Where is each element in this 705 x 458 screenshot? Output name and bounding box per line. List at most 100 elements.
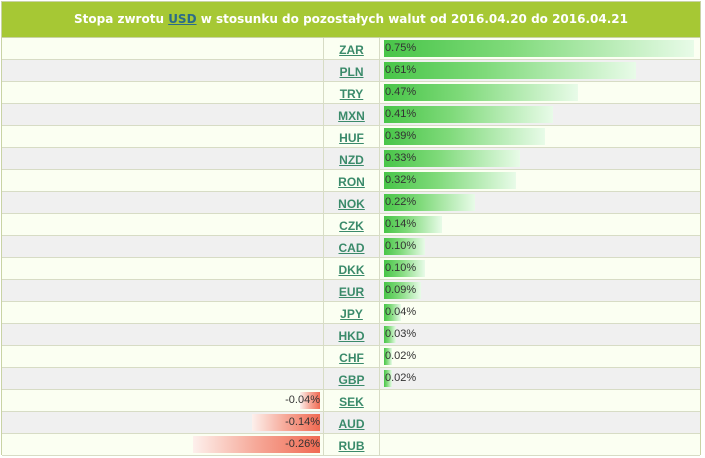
negative-return-cell [2,368,324,389]
currency-cell: GBP [324,368,380,389]
negative-return-bar [300,392,320,409]
currency-link[interactable]: PLN [339,65,364,79]
table-row: -0.26% RUB [2,434,700,456]
currency-link[interactable]: TRY [339,87,364,101]
positive-return-bar [384,216,442,233]
positive-return-bar [384,326,396,343]
currency-link[interactable]: DKK [338,263,365,277]
negative-return-cell [2,104,324,125]
positive-return-cell: 0.33% [380,148,700,169]
positive-return-cell: 0.75% [380,38,700,59]
return-value: 0.61% [385,64,417,76]
table-row: NOK 0.22% [2,192,700,214]
positive-return-cell [380,412,700,433]
currency-link[interactable]: JPY [340,307,363,321]
positive-return-cell: 0.04% [380,302,700,323]
table-row: DKK 0.10% [2,258,700,280]
return-value: 0.10% [385,240,417,252]
table-row: GBP 0.02% [2,368,700,390]
negative-return-cell [2,38,324,59]
currency-link[interactable]: HKD [338,329,365,343]
return-value: 0.14% [385,218,417,230]
positive-return-cell: 0.09% [380,280,700,301]
currency-cell: CAD [324,236,380,257]
table-row: TRY 0.47% [2,82,700,104]
positive-return-bar [384,260,425,277]
currency-link[interactable]: HUF [339,131,364,145]
negative-return-cell [2,126,324,147]
currency-link[interactable]: EUR [338,285,365,299]
currency-link[interactable]: RUB [338,439,365,453]
positive-return-bar [384,194,475,211]
currency-cell: PLN [324,60,380,81]
return-value: 0.32% [385,174,417,186]
return-value: 0.02% [385,350,417,362]
positive-return-cell: 0.39% [380,126,700,147]
return-value: 0.04% [385,306,417,318]
positive-return-cell: 0.02% [380,368,700,389]
currency-cell: DKK [324,258,380,279]
widget-header: Stopa zwrotu USD w stosunku do pozostały… [2,2,700,38]
negative-return-cell [2,236,324,257]
return-value: 0.75% [385,42,417,54]
table-row: CZK 0.14% [2,214,700,236]
currency-cell: SEK [324,390,380,411]
currency-cell: HKD [324,324,380,345]
currency-cell: NOK [324,192,380,213]
positive-return-cell: 0.03% [380,324,700,345]
negative-return-cell [2,280,324,301]
return-value: -0.26% [285,438,320,450]
positive-return-cell: 0.14% [380,214,700,235]
positive-return-cell: 0.32% [380,170,700,191]
currency-link[interactable]: CAD [338,241,365,255]
table-row: HUF 0.39% [2,126,700,148]
positive-return-cell: 0.47% [380,82,700,103]
currency-link[interactable]: NZD [339,153,364,167]
currency-link[interactable]: SEK [339,395,364,409]
currency-cell: ZAR [324,38,380,59]
currency-cell: JPY [324,302,380,323]
negative-return-cell [2,324,324,345]
currency-link[interactable]: NOK [338,197,365,211]
currency-cell: CZK [324,214,380,235]
currency-cell: MXN [324,104,380,125]
positive-return-bar [384,106,553,123]
return-value: 0.39% [385,130,417,142]
currency-link[interactable]: RON [338,175,365,189]
negative-return-cell [2,148,324,169]
positive-return-bar [384,84,578,101]
return-value: 0.03% [385,328,417,340]
negative-return-cell [2,346,324,367]
base-currency-link[interactable]: USD [168,12,197,26]
table-row: PLN 0.61% [2,60,700,82]
negative-return-bar [193,436,320,453]
table-row: RON 0.32% [2,170,700,192]
return-value: 0.09% [385,284,417,296]
currency-link[interactable]: ZAR [339,43,364,57]
return-value: 0.10% [385,262,417,274]
positive-return-bar [384,172,516,189]
positive-return-cell [380,390,700,411]
table-row: -0.14% AUD [2,412,700,434]
header-suffix: w stosunku do pozostałych walut od 2016.… [200,12,628,26]
return-value: -0.14% [285,416,320,428]
currency-cell: TRY [324,82,380,103]
negative-return-cell: -0.26% [2,434,324,455]
positive-return-bar [384,62,636,79]
table-row: -0.04% SEK [2,390,700,412]
currency-link[interactable]: GBP [338,373,365,387]
currency-link[interactable]: CZK [339,219,364,233]
currency-link[interactable]: MXN [338,109,365,123]
table-row: ZAR 0.75% [2,38,700,60]
negative-return-cell: -0.14% [2,412,324,433]
table-row: CAD 0.10% [2,236,700,258]
currency-link[interactable]: AUD [338,417,365,431]
positive-return-cell: 0.61% [380,60,700,81]
currency-cell: CHF [324,346,380,367]
positive-return-bar [384,40,694,57]
positive-return-bar [384,370,392,387]
currency-link[interactable]: CHF [339,351,364,365]
currency-cell: NZD [324,148,380,169]
currency-cell: HUF [324,126,380,147]
